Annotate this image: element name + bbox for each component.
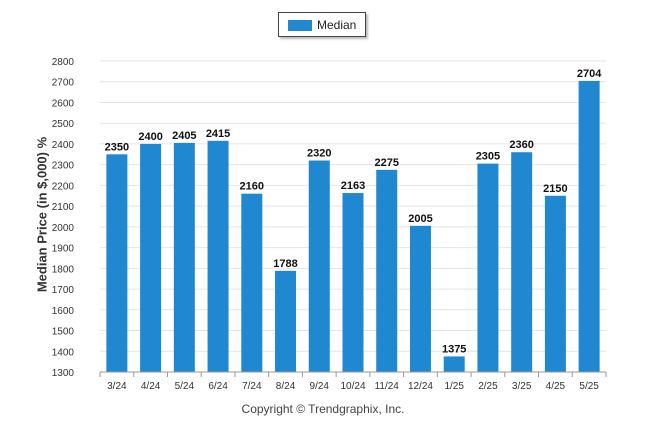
- bar: [308, 160, 330, 372]
- y-tick-label: 2800: [52, 57, 75, 68]
- y-tick-label: 1500: [52, 327, 75, 338]
- bar: [376, 169, 398, 372]
- bar-value-label: 2005: [408, 213, 432, 225]
- bar: [207, 140, 229, 372]
- y-tick-label: 2500: [52, 119, 75, 130]
- bar-value-label: 2704: [577, 68, 602, 80]
- bar-value-label: 2320: [307, 148, 331, 160]
- x-tick-label: 1/25: [444, 381, 464, 392]
- x-tick-label: 5/24: [175, 381, 195, 392]
- x-tick-label: 6/24: [208, 381, 228, 392]
- bar: [173, 142, 195, 372]
- x-tick-label: 4/24: [141, 381, 161, 392]
- y-tick-label: 2600: [52, 98, 75, 109]
- y-tick-label: 1700: [52, 285, 75, 296]
- bar-value-label: 1788: [273, 258, 297, 270]
- x-tick-label: 8/24: [276, 381, 296, 392]
- x-tick-label: 10/24: [340, 381, 365, 392]
- legend-swatch: [288, 20, 312, 31]
- bar-value-label: 2275: [374, 157, 398, 169]
- bar-value-label: 2305: [476, 151, 500, 163]
- bar: [578, 80, 600, 373]
- x-tick-label: 3/25: [512, 381, 532, 392]
- bar-value-label: 2405: [172, 130, 196, 142]
- legend: Median: [278, 12, 366, 37]
- x-tick-label: 3/24: [107, 381, 127, 392]
- y-tick-label: 2200: [52, 181, 75, 192]
- bar: [477, 163, 499, 372]
- y-tick-label: 1900: [52, 244, 75, 255]
- x-tick-label: 11/24: [375, 381, 400, 392]
- bar: [342, 193, 364, 372]
- bar-value-label: 2415: [206, 128, 230, 140]
- x-tick-label: 2/25: [478, 381, 498, 392]
- y-tick-label: 1300: [52, 368, 75, 379]
- bar-value-label: 2400: [138, 131, 162, 143]
- bar: [443, 356, 465, 372]
- y-axis-label: Median Price (in $,000) %: [34, 136, 50, 293]
- x-tick-label: 4/25: [546, 381, 566, 392]
- bar: [511, 152, 533, 372]
- y-tick-label: 1800: [52, 264, 75, 275]
- bar-value-label: 1375: [442, 343, 466, 355]
- x-tick-label: 12/24: [408, 381, 433, 392]
- y-tick-label: 1600: [52, 306, 75, 317]
- bar: [106, 154, 128, 372]
- legend-label: Median: [317, 18, 357, 32]
- x-tick-label: 9/24: [310, 381, 330, 392]
- y-axis-ticks: 1300 1400 1500 1600 1700 1800 1900 2000 2100 2200…: [52, 57, 75, 379]
- bar: [544, 195, 566, 372]
- x-tick-label: 7/24: [242, 381, 262, 392]
- y-tick-label: 2400: [52, 140, 75, 151]
- x-axis-ticks: 3/24 4/24 5/24 6/24 7/24 8/24 9/24 10/24 11/24 12…: [99, 372, 607, 392]
- x-tick-label: 5/25: [579, 381, 599, 392]
- y-tick-label: 1400: [52, 347, 75, 358]
- y-tick-label: 2000: [52, 223, 75, 234]
- y-tick-label: 2300: [52, 161, 75, 172]
- y-tick-label: 2700: [52, 78, 75, 89]
- bar-value-label: 2360: [509, 139, 533, 151]
- y-tick-label: 2100: [52, 202, 75, 213]
- bar-series: [106, 80, 600, 373]
- copyright-text: Copyright © Trendgraphix, Inc.: [241, 402, 405, 416]
- bar-value-label: 2163: [341, 180, 365, 192]
- bar: [140, 143, 162, 372]
- bar: [409, 225, 431, 372]
- bar-value-label: 2150: [543, 183, 567, 195]
- bar-value-label: 2160: [240, 181, 264, 193]
- value-labels: 2350 2400 2405 2415 2160 1788 2320 2163 2275 2005…: [105, 68, 603, 356]
- bar: [275, 270, 297, 372]
- bar: [241, 193, 263, 372]
- bar-value-label: 2350: [105, 141, 129, 153]
